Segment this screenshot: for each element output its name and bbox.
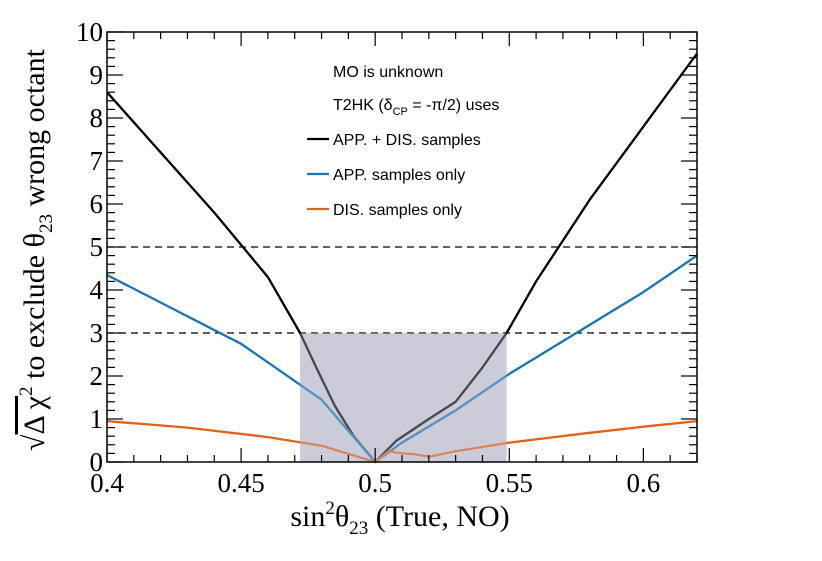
- y-tick-label: 4: [90, 275, 104, 305]
- shaded-region-overlay: [300, 333, 507, 462]
- y-tick-label: 6: [90, 189, 104, 219]
- y-axis-title-text: to exclude θ: [18, 233, 51, 387]
- series-line-dis: [106, 419, 698, 464]
- legend-header-mo: MO is unknown: [333, 64, 443, 81]
- y-tick-label: 10: [76, 17, 103, 47]
- series-layer: [106, 52, 698, 464]
- legend-label-app-dis: APP. + DIS. samples: [333, 132, 481, 149]
- x-axis-title-sup: 2: [325, 498, 335, 519]
- y-tick-label: 1: [90, 404, 104, 434]
- legend-label-dis: DIS. samples only: [333, 202, 462, 219]
- legend-header-t2hk-post: = -π/2) uses: [408, 97, 500, 114]
- legend-header-t2hk-pre: T2HK (δ: [333, 97, 393, 114]
- x-axis-title-theta: θ: [335, 500, 349, 533]
- x-axis-title-sub: 23: [349, 518, 368, 539]
- y-tick-label: 5: [90, 232, 104, 262]
- series-line-app-dis: [106, 52, 698, 464]
- reference-lines-layer: [107, 246, 697, 334]
- y-axis-title-sup: 2: [16, 387, 37, 397]
- series-line-app: [106, 254, 698, 464]
- legend: MO is unknown T2HK (δCP = -π/2) uses APP…: [307, 64, 499, 219]
- y-axis-title-tail: wrong octant: [18, 48, 51, 214]
- legend-header-t2hk: T2HK (δCP = -π/2) uses: [333, 97, 499, 118]
- x-axis-title-sin: sin: [290, 500, 325, 533]
- x-tick-label: 0.45: [217, 468, 264, 498]
- y-axis-title-sub: 23: [36, 214, 57, 233]
- y-axis-title-radical: √: [18, 434, 51, 451]
- x-tick-label: 0.5: [358, 468, 392, 498]
- y-tick-label: 9: [90, 60, 104, 90]
- x-axis-title-rest: (True, NO): [368, 500, 509, 533]
- y-tick-label: 2: [90, 361, 104, 391]
- y-axis-title-delta-chi: Δ χ: [18, 395, 51, 434]
- x-axis-title: sin2θ23 (True, NO): [290, 498, 509, 539]
- ticks-layer: [106, 31, 698, 463]
- x-tick-label: 0.55: [486, 468, 533, 498]
- y-axis-title: √Δ χ2 to exclude θ23 wrong octant: [16, 48, 57, 451]
- tick-labels-layer: 0.4 0.45 0.5 0.55 0.6 0 1 2 3 4 5 6 7 8 9 10: [76, 17, 660, 498]
- y-tick-label: 8: [90, 103, 104, 133]
- x-tick-label: 0.4: [90, 468, 124, 498]
- legend-label-app: APP. samples only: [333, 167, 465, 184]
- y-tick-label: 7: [90, 146, 104, 176]
- x-tick-label: 0.6: [626, 468, 660, 498]
- y-tick-label: 0: [90, 447, 104, 477]
- legend-header-t2hk-sub: CP: [393, 106, 408, 118]
- shaded-overlay-layer: [300, 333, 507, 462]
- y-tick-label: 3: [90, 318, 104, 348]
